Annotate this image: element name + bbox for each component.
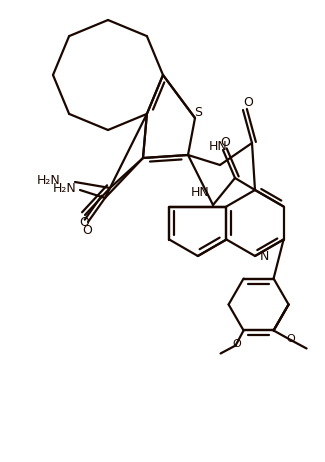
Text: HN: HN	[209, 140, 228, 153]
Text: H₂N: H₂N	[53, 182, 77, 195]
Text: O: O	[232, 340, 241, 349]
Text: O: O	[79, 217, 89, 230]
Text: S: S	[194, 107, 202, 120]
Text: O: O	[286, 334, 295, 345]
Text: O: O	[243, 96, 253, 109]
Text: O: O	[82, 225, 92, 237]
Text: O: O	[220, 136, 230, 150]
Text: N: N	[260, 249, 269, 262]
Text: HN: HN	[191, 187, 210, 200]
Text: H₂N: H₂N	[37, 174, 61, 187]
